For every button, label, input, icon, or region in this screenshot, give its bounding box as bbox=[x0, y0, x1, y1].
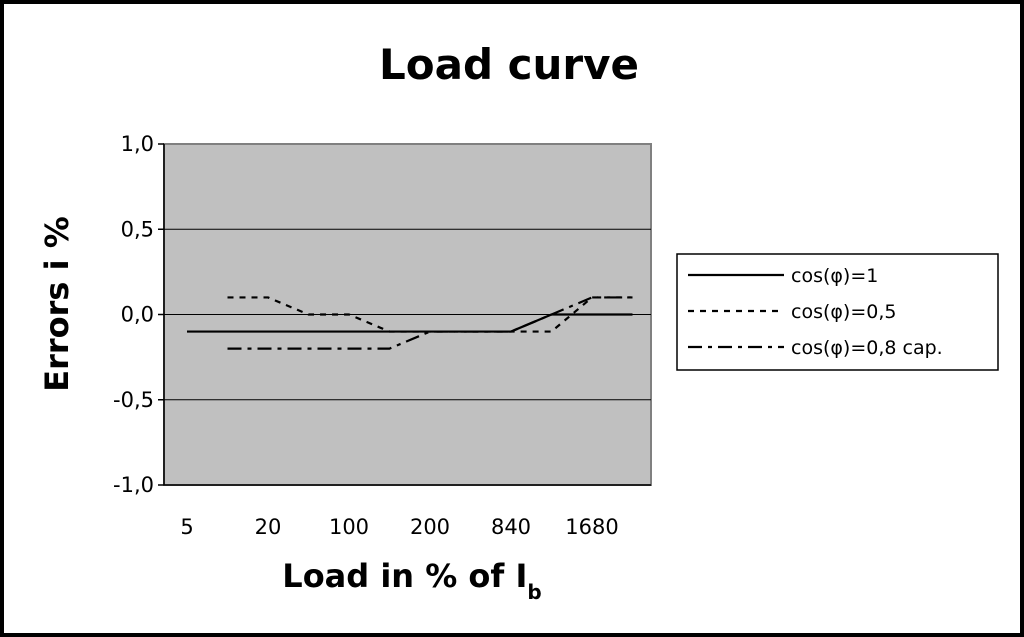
series-line-2 bbox=[227, 296, 633, 333]
chart-svg: Load curve 1,0 0,5 0,0 -0,5 -1,0 5 20 100 200 84… bbox=[38, 40, 999, 604]
series-line-3 bbox=[227, 296, 633, 350]
x-tick-label: 20 bbox=[255, 515, 282, 539]
legend-label-1: cos(φ)=1 bbox=[791, 265, 878, 287]
x-axis-title: Load in % of Ib bbox=[282, 557, 541, 604]
y-tick-label: 0,0 bbox=[121, 303, 154, 327]
legend: cos(φ)=1 cos(φ)=0,5 cos(φ)=0,8 cap. bbox=[688, 265, 943, 359]
y-tick-label: 1,0 bbox=[121, 132, 154, 156]
y-tick-labels: 1,0 0,5 0,0 -0,5 -1,0 bbox=[113, 132, 164, 497]
x-tick-label: 840 bbox=[491, 515, 531, 539]
legend-label-3: cos(φ)=0,8 cap. bbox=[791, 337, 943, 359]
legend-label-2: cos(φ)=0,5 bbox=[791, 301, 896, 323]
x-tick-label: 1680 bbox=[565, 515, 618, 539]
x-tick-label: 200 bbox=[410, 515, 450, 539]
y-tick-label: -0,5 bbox=[113, 388, 154, 412]
x-axis-title-subscript: b bbox=[527, 580, 541, 604]
chart-title: Load curve bbox=[379, 40, 639, 89]
x-tick-label: 5 bbox=[180, 515, 193, 539]
y-axis-title: Errors i % bbox=[38, 216, 76, 392]
x-tick-labels: 5 20 100 200 840 1680 bbox=[180, 515, 618, 539]
y-tick-label: 0,5 bbox=[121, 217, 154, 241]
series-lines bbox=[187, 296, 633, 350]
legend-box bbox=[676, 253, 999, 371]
y-tick-label: -1,0 bbox=[113, 473, 154, 497]
x-axis-title-main: Load in % of I bbox=[282, 557, 527, 595]
x-tick-label: 100 bbox=[329, 515, 369, 539]
